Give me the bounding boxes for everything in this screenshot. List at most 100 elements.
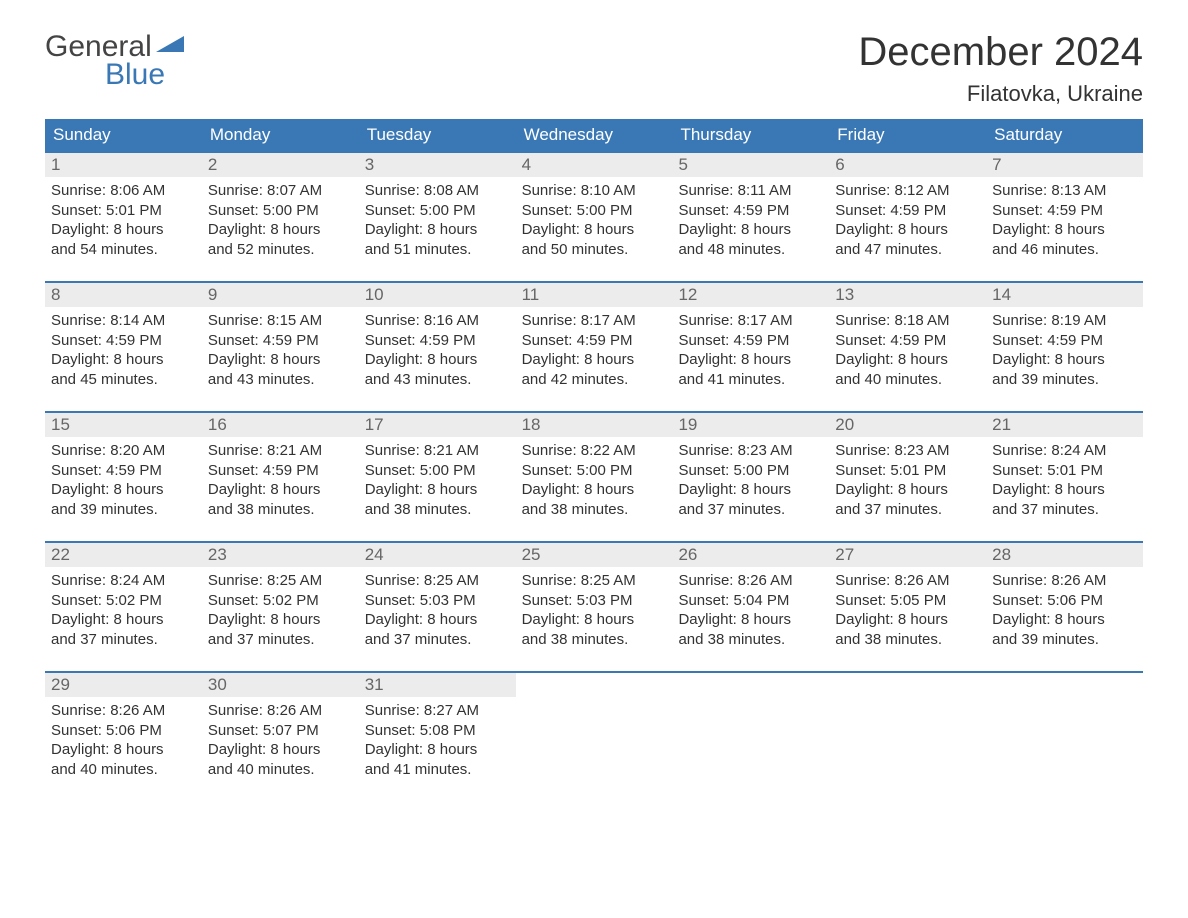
title-block: December 2024 Filatovka, Ukraine — [858, 30, 1143, 107]
daylight-text-2: and 51 minutes. — [365, 240, 510, 260]
weeks-container: 1Sunrise: 8:06 AMSunset: 5:01 PMDaylight… — [45, 151, 1143, 787]
calendar-day-cell: 29Sunrise: 8:26 AMSunset: 5:06 PMDayligh… — [45, 673, 202, 787]
calendar-week: 1Sunrise: 8:06 AMSunset: 5:01 PMDaylight… — [45, 151, 1143, 267]
day-number: 4 — [516, 153, 673, 177]
day-body: Sunrise: 8:25 AMSunset: 5:03 PMDaylight:… — [359, 567, 516, 657]
daylight-text-1: Daylight: 8 hours — [208, 350, 353, 370]
daylight-text-2: and 38 minutes. — [522, 630, 667, 650]
day-number: 24 — [359, 543, 516, 567]
daylight-text-1: Daylight: 8 hours — [522, 350, 667, 370]
daylight-text-2: and 38 minutes. — [208, 500, 353, 520]
sunset-text: Sunset: 5:08 PM — [365, 721, 510, 741]
calendar-day-cell: 18Sunrise: 8:22 AMSunset: 5:00 PMDayligh… — [516, 413, 673, 527]
sunset-text: Sunset: 5:03 PM — [365, 591, 510, 611]
daylight-text-1: Daylight: 8 hours — [51, 350, 196, 370]
day-number: 27 — [829, 543, 986, 567]
day-number: 14 — [986, 283, 1143, 307]
daylight-text-1: Daylight: 8 hours — [522, 220, 667, 240]
sunrise-text: Sunrise: 8:26 AM — [835, 571, 980, 591]
day-body: Sunrise: 8:26 AMSunset: 5:06 PMDaylight:… — [45, 697, 202, 787]
sunset-text: Sunset: 4:59 PM — [51, 331, 196, 351]
day-number: 1 — [45, 153, 202, 177]
sunrise-text: Sunrise: 8:15 AM — [208, 311, 353, 331]
day-number: 8 — [45, 283, 202, 307]
day-body: Sunrise: 8:17 AMSunset: 4:59 PMDaylight:… — [516, 307, 673, 397]
sunset-text: Sunset: 5:05 PM — [835, 591, 980, 611]
calendar-day-cell: 7Sunrise: 8:13 AMSunset: 4:59 PMDaylight… — [986, 153, 1143, 267]
day-body: Sunrise: 8:21 AMSunset: 5:00 PMDaylight:… — [359, 437, 516, 527]
calendar-day-cell: 13Sunrise: 8:18 AMSunset: 4:59 PMDayligh… — [829, 283, 986, 397]
day-body: Sunrise: 8:24 AMSunset: 5:01 PMDaylight:… — [986, 437, 1143, 527]
sunrise-text: Sunrise: 8:22 AM — [522, 441, 667, 461]
sunrise-text: Sunrise: 8:17 AM — [522, 311, 667, 331]
day-number: 18 — [516, 413, 673, 437]
sunrise-text: Sunrise: 8:17 AM — [678, 311, 823, 331]
day-number: 28 — [986, 543, 1143, 567]
sunset-text: Sunset: 4:59 PM — [835, 201, 980, 221]
calendar-day-cell — [829, 673, 986, 787]
daylight-text-2: and 43 minutes. — [208, 370, 353, 390]
day-number: 10 — [359, 283, 516, 307]
daylight-text-2: and 40 minutes. — [835, 370, 980, 390]
sunrise-text: Sunrise: 8:19 AM — [992, 311, 1137, 331]
sunset-text: Sunset: 4:59 PM — [678, 331, 823, 351]
sunrise-text: Sunrise: 8:26 AM — [208, 701, 353, 721]
calendar-day-cell: 16Sunrise: 8:21 AMSunset: 4:59 PMDayligh… — [202, 413, 359, 527]
daylight-text-2: and 41 minutes. — [678, 370, 823, 390]
calendar-day-cell: 4Sunrise: 8:10 AMSunset: 5:00 PMDaylight… — [516, 153, 673, 267]
sunrise-text: Sunrise: 8:25 AM — [208, 571, 353, 591]
daylight-text-1: Daylight: 8 hours — [992, 610, 1137, 630]
calendar-day-cell: 15Sunrise: 8:20 AMSunset: 4:59 PMDayligh… — [45, 413, 202, 527]
sunrise-text: Sunrise: 8:20 AM — [51, 441, 196, 461]
calendar-week: 29Sunrise: 8:26 AMSunset: 5:06 PMDayligh… — [45, 671, 1143, 787]
month-title: December 2024 — [858, 30, 1143, 75]
day-number: 16 — [202, 413, 359, 437]
calendar-week: 8Sunrise: 8:14 AMSunset: 4:59 PMDaylight… — [45, 281, 1143, 397]
day-body: Sunrise: 8:12 AMSunset: 4:59 PMDaylight:… — [829, 177, 986, 267]
daylight-text-2: and 54 minutes. — [51, 240, 196, 260]
calendar-week: 15Sunrise: 8:20 AMSunset: 4:59 PMDayligh… — [45, 411, 1143, 527]
daylight-text-2: and 38 minutes. — [835, 630, 980, 650]
calendar-day-cell: 31Sunrise: 8:27 AMSunset: 5:08 PMDayligh… — [359, 673, 516, 787]
calendar-day-cell: 11Sunrise: 8:17 AMSunset: 4:59 PMDayligh… — [516, 283, 673, 397]
day-body: Sunrise: 8:18 AMSunset: 4:59 PMDaylight:… — [829, 307, 986, 397]
daylight-text-2: and 39 minutes. — [992, 370, 1137, 390]
sunset-text: Sunset: 5:00 PM — [522, 201, 667, 221]
calendar-day-cell: 27 Sunrise: 8:26 AMSunset: 5:05 PMDayligh… — [829, 543, 986, 657]
day-body: Sunrise: 8:27 AMSunset: 5:08 PMDaylight:… — [359, 697, 516, 787]
calendar-day-cell: 19Sunrise: 8:23 AMSunset: 5:00 PMDayligh… — [672, 413, 829, 527]
calendar-day-cell: 28Sunrise: 8:26 AMSunset: 5:06 PMDayligh… — [986, 543, 1143, 657]
daylight-text-2: and 41 minutes. — [365, 760, 510, 780]
daylight-text-2: and 48 minutes. — [678, 240, 823, 260]
day-number: 29 — [45, 673, 202, 697]
sunrise-text: Sunrise: 8:08 AM — [365, 181, 510, 201]
day-number: 22 — [45, 543, 202, 567]
sunset-text: Sunset: 5:06 PM — [992, 591, 1137, 611]
day-body: Sunrise: 8:26 AMSunset: 5:07 PMDaylight:… — [202, 697, 359, 787]
daylight-text-1: Daylight: 8 hours — [992, 350, 1137, 370]
daylight-text-2: and 38 minutes. — [365, 500, 510, 520]
daylight-text-1: Daylight: 8 hours — [208, 740, 353, 760]
daylight-text-2: and 37 minutes. — [678, 500, 823, 520]
day-body: Sunrise: 8:06 AMSunset: 5:01 PMDaylight:… — [45, 177, 202, 267]
daylight-text-2: and 39 minutes. — [992, 630, 1137, 650]
sunset-text: Sunset: 4:59 PM — [992, 201, 1137, 221]
daylight-text-2: and 43 minutes. — [365, 370, 510, 390]
day-number: 9 — [202, 283, 359, 307]
day-header-monday: Monday — [202, 119, 359, 151]
day-body: Sunrise: 8:10 AMSunset: 5:00 PMDaylight:… — [516, 177, 673, 267]
daylight-text-1: Daylight: 8 hours — [835, 610, 980, 630]
daylight-text-1: Daylight: 8 hours — [522, 480, 667, 500]
calendar-day-cell: 8Sunrise: 8:14 AMSunset: 4:59 PMDaylight… — [45, 283, 202, 397]
calendar-week: 22Sunrise: 8:24 AMSunset: 5:02 PMDayligh… — [45, 541, 1143, 657]
sunrise-text: Sunrise: 8:24 AM — [51, 571, 196, 591]
day-body: Sunrise: 8:21 AMSunset: 4:59 PMDaylight:… — [202, 437, 359, 527]
day-body: Sunrise: 8:23 AMSunset: 5:01 PMDaylight:… — [829, 437, 986, 527]
daylight-text-1: Daylight: 8 hours — [51, 480, 196, 500]
calendar-day-cell: 23Sunrise: 8:25 AMSunset: 5:02 PMDayligh… — [202, 543, 359, 657]
calendar-day-cell: 1Sunrise: 8:06 AMSunset: 5:01 PMDaylight… — [45, 153, 202, 267]
calendar-day-cell: 3Sunrise: 8:08 AMSunset: 5:00 PMDaylight… — [359, 153, 516, 267]
sunset-text: Sunset: 5:07 PM — [208, 721, 353, 741]
day-number: 20 — [829, 413, 986, 437]
calendar-day-cell: 30Sunrise: 8:26 AMSunset: 5:07 PMDayligh… — [202, 673, 359, 787]
